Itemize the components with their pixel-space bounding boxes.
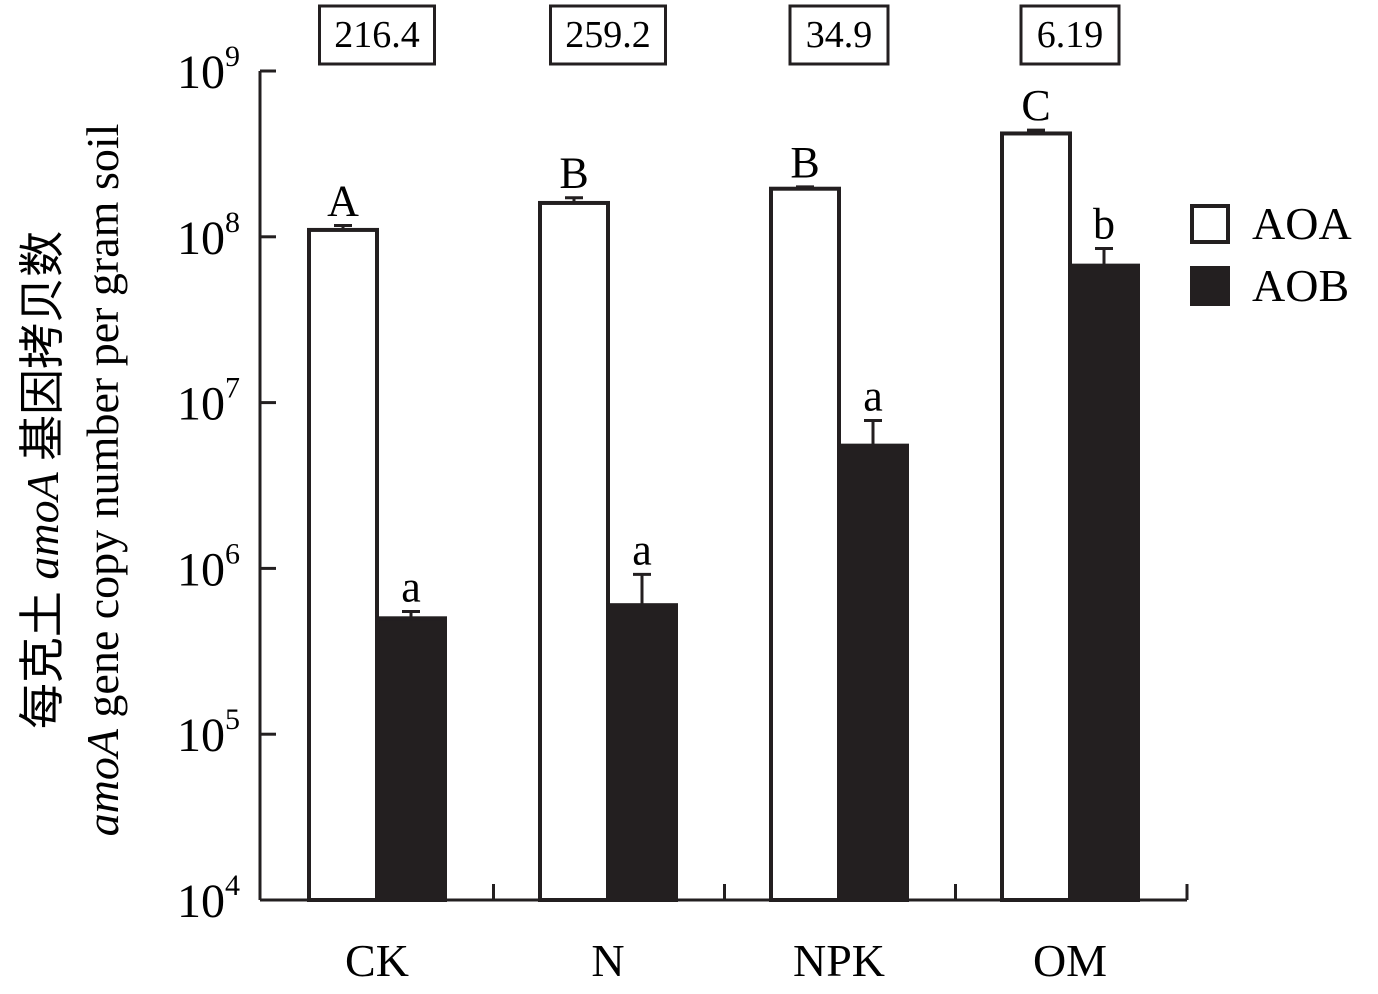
x-tick-label: CK	[345, 935, 409, 986]
bar-aob-npk	[837, 443, 909, 902]
bar-aoa-ck	[307, 227, 379, 903]
ratio-value: 216.4	[334, 14, 420, 56]
significance-letter: B	[559, 149, 588, 198]
legend-label-aoa: AOA	[1252, 198, 1352, 249]
bar-aoa-om	[1000, 131, 1072, 902]
significance-letter: A	[327, 176, 359, 225]
bars: A B B Ca a a b	[307, 81, 1140, 903]
significance-letter: b	[1093, 200, 1115, 249]
legend: AOA AOB	[1190, 198, 1352, 311]
ratio-value: 6.19	[1037, 14, 1104, 56]
ratio-value: 259.2	[565, 14, 651, 56]
significance-letter: a	[401, 562, 421, 611]
y-axis-label-en: amoA gene copy number per gram soil	[77, 124, 128, 837]
significance-letter: a	[863, 371, 883, 420]
legend-label-aob: AOB	[1252, 260, 1349, 311]
y-axis-label-cn: 每克土 amoA 基因拷贝数	[17, 231, 68, 729]
legend-swatch-aob	[1190, 266, 1230, 306]
bar-aoa-npk	[769, 186, 841, 902]
y-tick-label: 107	[177, 372, 240, 431]
y-tick-label: 109	[177, 40, 240, 99]
bar-aoa-n	[538, 200, 610, 902]
axes: 104 105 106 107 108 109 CK N NPK OM	[177, 40, 1189, 986]
x-tick-label: N	[591, 935, 624, 986]
ratio-value: 34.9	[806, 14, 873, 56]
y-axis-label: 每克土 amoA 基因拷贝数 amoA gene copy number per…	[17, 124, 128, 837]
y-tick-label: 104	[177, 869, 240, 928]
y-tick-label: 105	[177, 703, 240, 762]
ratio-box	[788, 4, 890, 66]
ratio-box	[549, 4, 667, 66]
ratio-box	[1019, 4, 1121, 66]
y-tick-label: 106	[177, 537, 240, 596]
ratio-boxes: 216.4 259.2 34.9 6.19	[318, 4, 1121, 66]
legend-swatch-aoa	[1190, 204, 1230, 244]
ratio-box	[318, 4, 436, 66]
bar-aob-n	[606, 603, 678, 902]
bar-aob-om	[1068, 263, 1140, 903]
significance-letter: a	[632, 525, 652, 574]
x-tick-label: OM	[1033, 935, 1107, 986]
significance-letter: B	[790, 138, 819, 187]
bar-aob-ck	[375, 616, 447, 903]
y-tick-label: 108	[177, 206, 240, 265]
significance-letter: C	[1021, 81, 1050, 130]
x-tick-label: NPK	[793, 935, 885, 986]
